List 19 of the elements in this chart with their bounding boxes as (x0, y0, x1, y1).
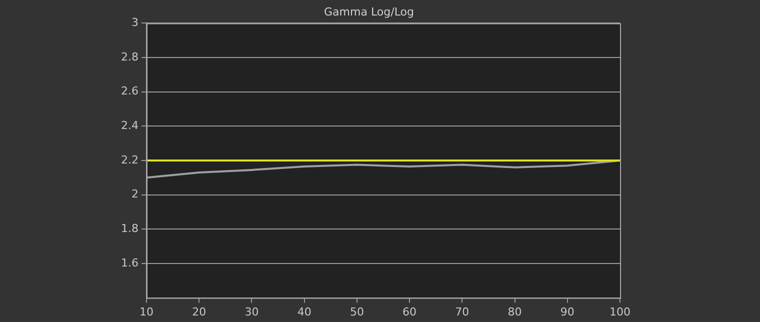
x-tick-label: 50 (350, 305, 364, 318)
y-tick-label: 2.8 (120, 50, 138, 64)
x-tick-label: 80 (508, 305, 522, 318)
x-tick-label: 90 (560, 305, 574, 318)
x-tick-label: 40 (297, 305, 312, 318)
y-tick-label: 2.2 (120, 153, 138, 166)
y-tick-label: 3 (131, 16, 138, 30)
x-tick-label: 100 (610, 305, 630, 318)
y-tick-label: 1.8 (120, 222, 138, 236)
y-tick-label: 2 (131, 188, 138, 201)
chart-title: Gamma Log/Log (324, 5, 414, 18)
y-tick-label: 1.6 (120, 256, 138, 270)
y-tick-label: 2.6 (120, 84, 138, 98)
x-tick-label: 70 (455, 305, 470, 318)
y-tick-label: 2.4 (120, 119, 138, 132)
x-tick-label: 30 (244, 305, 259, 318)
x-tick-label: 10 (139, 305, 154, 318)
x-tick-label: 60 (402, 305, 417, 318)
x-tick-label: 20 (192, 305, 206, 318)
